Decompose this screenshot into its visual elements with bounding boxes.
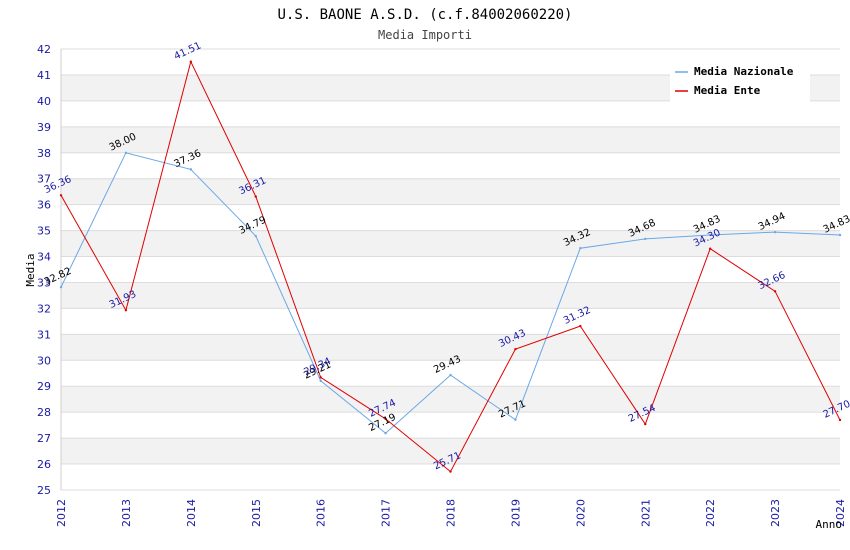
data-point [644,237,647,241]
x-axis-ticks: 2012 2013 2014 2015 2016 2017 2018 2019 2020 2021… [55,499,847,527]
x-tick-label: 2015 [250,499,263,527]
grid-band [61,464,840,490]
data-point [708,233,712,237]
data-point [319,379,322,382]
data-point [579,324,582,328]
y-tick-label: 34 [37,251,51,264]
grid-band [61,334,840,361]
grid-band [61,126,840,153]
grid-band [61,412,840,439]
data-point [514,347,517,351]
grid-band [61,152,840,179]
data-point [838,418,842,422]
y-axis-label: Media [24,253,37,286]
data-point [124,151,128,154]
data-point [514,418,517,421]
y-tick-label: 37 [37,173,51,186]
data-point [708,247,712,250]
data-point [254,195,257,198]
data-point [59,194,63,197]
x-tick-label: 2023 [769,499,782,527]
y-tick-label: 27 [37,432,51,445]
x-tick-label: 2021 [639,499,652,527]
grid-band [61,178,840,205]
x-tick-label: 2014 [185,499,198,527]
grid-band [61,438,840,465]
y-tick-label: 41 [37,69,51,82]
grid-band [61,204,840,231]
legend-box [670,60,810,102]
grid-band [61,100,840,127]
grid-band [61,360,840,387]
legend-label-media-nazionale: Media Nazionale [694,65,794,78]
data-point [773,290,777,293]
data-point [449,470,452,473]
legend: Media Nazionale Media Ente [670,60,810,102]
data-point [59,285,63,289]
grid-band [61,256,840,283]
series [59,60,842,473]
data-point [838,233,842,237]
x-tick-label: 2024 [834,499,847,527]
y-tick-label: 36 [37,199,51,212]
y-tick-label: 29 [37,380,51,393]
grid-band [61,282,840,309]
data-point [254,234,257,238]
y-tick-label: 40 [37,95,51,108]
chart-subtitle: Media Importi [378,28,472,42]
data-point [579,247,582,250]
x-tick-label: 2013 [120,499,133,527]
chart-title: U.S. BAONE A.S.D. (c.f.84002060220) [277,7,572,23]
x-axis-label: Anno [816,518,843,531]
x-tick-label: 2016 [315,499,328,527]
data-point [124,309,128,312]
data-point [319,376,322,379]
y-tick-label: 26 [37,458,51,471]
data-point [773,230,777,234]
y-tick-label: 33 [37,276,51,289]
x-tick-label: 2018 [445,499,458,527]
data-point [189,168,193,171]
y-tick-label: 42 [37,43,51,56]
grid-band [61,308,840,335]
y-tick-label: 30 [37,354,51,367]
data-point [384,417,387,421]
y-tick-label: 25 [37,484,51,497]
x-tick-label: 2020 [574,499,587,527]
data-point [189,60,193,63]
x-tick-label: 2019 [509,499,522,527]
data-point [644,422,647,426]
grid [60,48,840,491]
y-tick-label: 32 [37,302,51,315]
y-axis-ticks: 25 26 27 28 29 30 31 32 33 34 35 36 37 38 39 40 41 42 [37,43,51,497]
x-tick-label: 2012 [55,499,68,527]
y-tick-label: 39 [37,121,51,134]
legend-label-media-ente: Media Ente [694,84,761,97]
y-tick-label: 35 [37,225,51,238]
grid-band [61,386,840,413]
x-tick-label: 2017 [380,499,393,527]
y-tick-label: 38 [37,147,51,160]
x-tick-label: 2022 [704,499,717,527]
y-tick-label: 31 [37,328,51,341]
data-point [449,373,452,377]
data-point [384,431,387,435]
y-tick-label: 28 [37,406,51,419]
